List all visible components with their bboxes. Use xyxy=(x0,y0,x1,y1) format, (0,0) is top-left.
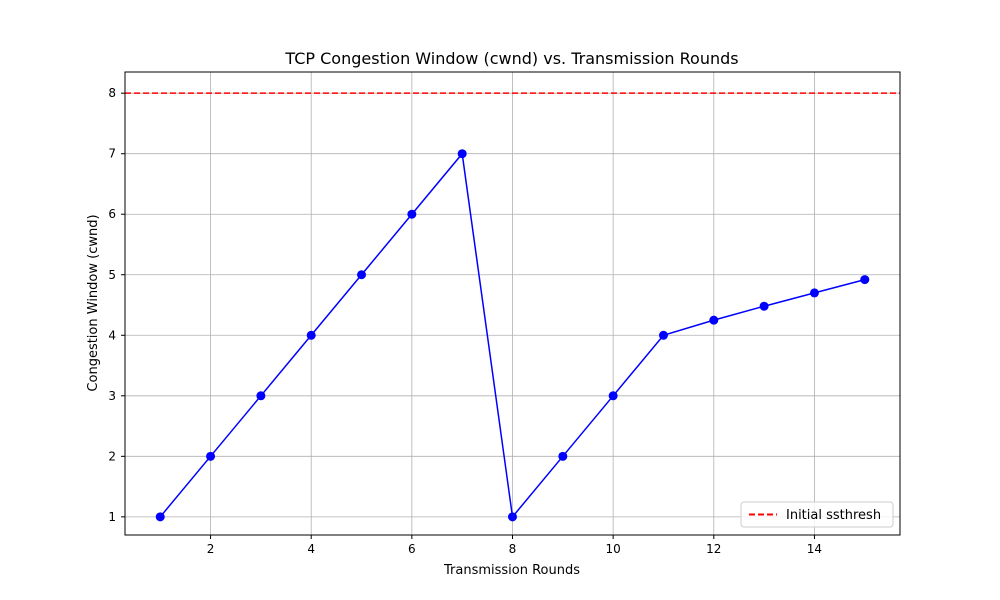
x-tick-label: 8 xyxy=(509,542,517,556)
data-point xyxy=(407,209,417,219)
data-point xyxy=(809,288,819,298)
y-tick-label: 8 xyxy=(108,86,116,100)
data-point xyxy=(658,330,668,340)
data-point xyxy=(508,512,517,522)
data-point xyxy=(155,512,165,522)
data-point xyxy=(306,330,316,340)
data-point xyxy=(558,451,568,461)
y-tick-label: 5 xyxy=(108,268,116,282)
legend: Initial ssthresh xyxy=(740,501,894,528)
x-tick-label: 2 xyxy=(207,542,215,556)
data-point xyxy=(206,451,216,461)
data-point xyxy=(860,275,870,285)
data-point xyxy=(709,315,719,325)
grid-layer xyxy=(125,72,900,535)
x-axis-label: Transmission Rounds xyxy=(443,563,580,578)
x-tick-label: 12 xyxy=(706,542,721,556)
data-point xyxy=(256,391,266,401)
y-tick-label: 7 xyxy=(108,147,116,161)
x-tick-label: 10 xyxy=(606,542,621,556)
y-tick-label: 6 xyxy=(108,207,116,221)
y-tick-label: 4 xyxy=(108,328,116,342)
legend-label: Initial ssthresh xyxy=(786,508,881,523)
x-tick-label: 14 xyxy=(807,542,822,556)
chart-title: TCP Congestion Window (cwnd) vs. Transmi… xyxy=(284,49,738,68)
y-axis-label: Congestion Window (cwnd) xyxy=(86,214,101,391)
data-point xyxy=(357,270,367,280)
legend-box xyxy=(740,501,894,528)
x-tick-label: 6 xyxy=(408,542,416,556)
data-point xyxy=(759,301,769,311)
y-tick-label: 3 xyxy=(108,389,116,403)
series-layer xyxy=(155,149,870,522)
y-tick-label: 2 xyxy=(108,449,116,463)
data-point xyxy=(457,149,467,159)
y-tick-label: 1 xyxy=(108,510,116,524)
data-point xyxy=(608,391,618,401)
x-tick-label: 4 xyxy=(307,542,315,556)
